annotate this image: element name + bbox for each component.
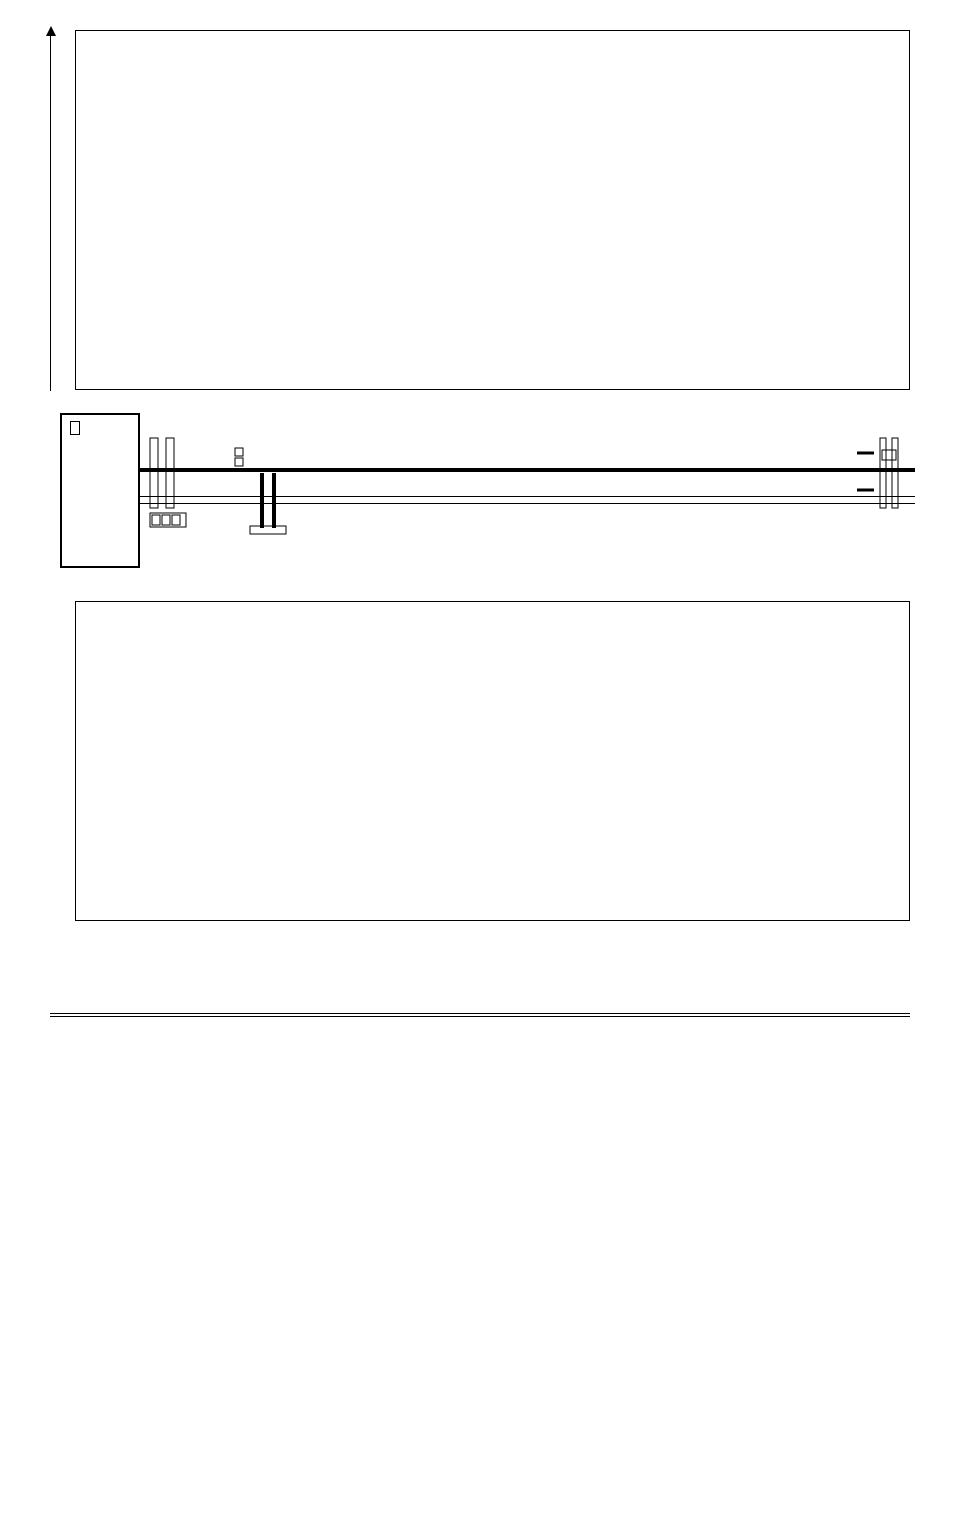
mill-schematic — [75, 398, 910, 593]
temperature-curve — [76, 31, 376, 181]
y-arrow-head — [46, 26, 56, 36]
y-arrow-stem — [50, 34, 51, 391]
process-diagram — [75, 601, 910, 921]
figure-caption — [50, 951, 910, 973]
temperature-chart — [75, 30, 910, 390]
control-cabinet — [60, 413, 140, 568]
page-footer — [50, 1013, 910, 1021]
